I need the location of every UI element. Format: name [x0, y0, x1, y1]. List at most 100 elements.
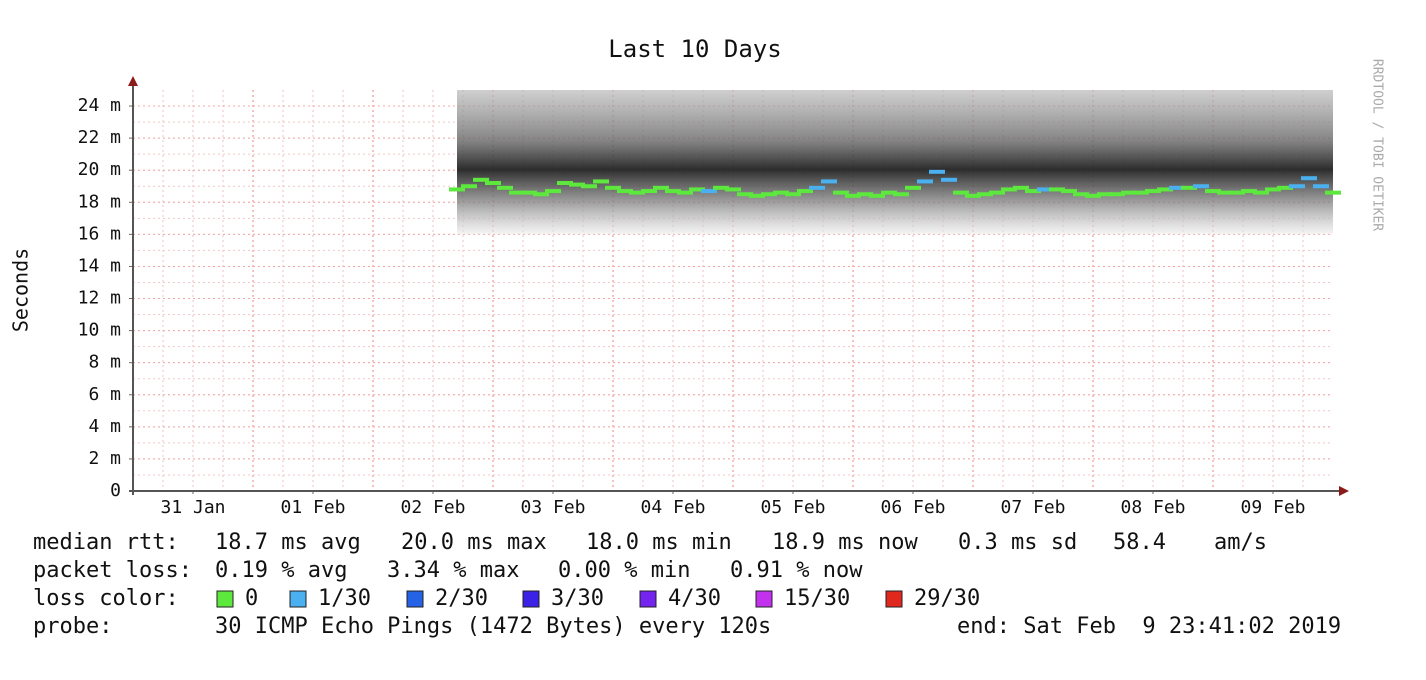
- y-tick-label: 16 m: [78, 223, 121, 244]
- median-point: [473, 177, 489, 182]
- y-tick-label: 20 m: [78, 159, 121, 180]
- median-point: [1097, 192, 1113, 197]
- median-point: [641, 189, 657, 194]
- median-point: [1253, 190, 1269, 195]
- median-point: [509, 190, 525, 195]
- median-point: [785, 192, 801, 197]
- median-point: [1241, 189, 1257, 194]
- stat-value: 58.4: [1113, 530, 1166, 555]
- median-point: [593, 179, 609, 184]
- median-point: [905, 185, 921, 190]
- legend-entry: 15/30: [784, 586, 850, 611]
- median-point: [713, 185, 729, 190]
- x-tick-label: 02 Feb: [400, 497, 465, 518]
- info-panel: median rtt: 18.7 ms avg 20.0 ms max 18.0 ms…: [33, 530, 1341, 639]
- median-point: [1193, 184, 1209, 189]
- median-point: [521, 190, 537, 195]
- x-tick-label: 31 Jan: [160, 497, 225, 518]
- median-point: [881, 190, 897, 195]
- x-tick-label: 09 Feb: [1240, 497, 1305, 518]
- smoke: [457, 90, 1333, 235]
- y-tick-label: 2 m: [88, 448, 121, 469]
- stat-value: 0.19 % avg: [215, 558, 347, 583]
- median-point: [557, 181, 573, 186]
- x-tick-label: 05 Feb: [760, 497, 825, 518]
- median-point: [1313, 184, 1329, 189]
- plot-area: 0 2 m 4 m 6 m 8 m 10 m 12 m 14 m 16 m 18 m 20 m 22 …: [78, 76, 1349, 518]
- median-point: [1121, 190, 1137, 195]
- median-point: [1289, 184, 1305, 189]
- median-point: [725, 187, 741, 192]
- legend-swatch: [406, 590, 424, 608]
- legend-swatch: [216, 590, 234, 608]
- median-point: [761, 192, 777, 197]
- stat-value: 18.7 ms avg: [215, 530, 361, 555]
- median-point: [605, 185, 621, 190]
- legend-swatch: [755, 590, 773, 608]
- y-axis-title: Seconds: [9, 248, 33, 332]
- x-tick-label: 06 Feb: [880, 497, 945, 518]
- median-point: [701, 189, 717, 194]
- legend-entry: 4/30: [668, 586, 721, 611]
- legend-swatch: [522, 590, 540, 608]
- x-tick-label: 01 Feb: [280, 497, 345, 518]
- y-tick-label: 24 m: [78, 95, 121, 116]
- median-point: [1085, 193, 1101, 198]
- median-point: [497, 185, 513, 190]
- legend-entry: 29/30: [914, 586, 980, 611]
- stat-value: 0.91 % now: [730, 558, 863, 583]
- median-point: [1181, 185, 1197, 190]
- median-point: [1301, 176, 1317, 181]
- probe-end: end: Sat Feb 9 23:41:02 2019: [957, 614, 1341, 639]
- median-point: [941, 177, 957, 182]
- stat-value: 0.00 % min: [558, 558, 690, 583]
- median-point: [1265, 187, 1281, 192]
- y-tick-label: 14 m: [78, 255, 121, 276]
- median-point: [1325, 190, 1341, 195]
- median-point: [893, 192, 909, 197]
- legend-swatch: [289, 590, 307, 608]
- legend-label: loss color:: [33, 586, 179, 611]
- median-point: [977, 192, 993, 197]
- median-point: [749, 193, 765, 198]
- median-point: [485, 181, 501, 186]
- median-point: [1049, 187, 1065, 192]
- legend-entry: 0: [245, 586, 258, 611]
- legend-entry: 3/30: [551, 586, 604, 611]
- chart-title: Last 10 Days: [608, 35, 781, 63]
- median-point: [917, 179, 933, 184]
- y-tick-label: 0: [110, 480, 121, 501]
- y-tick-label: 12 m: [78, 288, 121, 309]
- legend-swatch: [639, 590, 657, 608]
- x-axis-arrow: [1339, 486, 1349, 496]
- x-tick-label: 07 Feb: [1000, 497, 1065, 518]
- median-point: [869, 193, 885, 198]
- median-point: [449, 187, 465, 192]
- median-point: [857, 192, 873, 197]
- x-tick-label: 04 Feb: [640, 497, 705, 518]
- probe-label: probe:: [33, 614, 112, 639]
- median-point: [953, 190, 969, 195]
- median-point: [1205, 189, 1221, 194]
- median-point: [665, 189, 681, 194]
- median-point: [1169, 185, 1185, 190]
- median-point: [965, 193, 981, 198]
- y-axis-arrow: [128, 76, 138, 86]
- median-point: [533, 192, 549, 197]
- y-tick-label: 6 m: [88, 384, 121, 405]
- median-point: [737, 192, 753, 197]
- median-point: [545, 189, 561, 194]
- median-point: [461, 184, 477, 189]
- legend-entry: 1/30: [318, 586, 371, 611]
- watermark: RRDTOOL / TOBI OETIKER: [1370, 59, 1385, 231]
- median-point: [1217, 190, 1233, 195]
- median-point: [809, 185, 825, 190]
- x-tick-label: 08 Feb: [1120, 497, 1185, 518]
- median-point: [1277, 185, 1293, 190]
- median-point: [821, 179, 837, 184]
- median-point: [1229, 190, 1245, 195]
- median-point: [629, 190, 645, 195]
- median-point: [569, 182, 585, 187]
- probe-text: 30 ICMP Echo Pings (1472 Bytes) every 12…: [215, 614, 771, 639]
